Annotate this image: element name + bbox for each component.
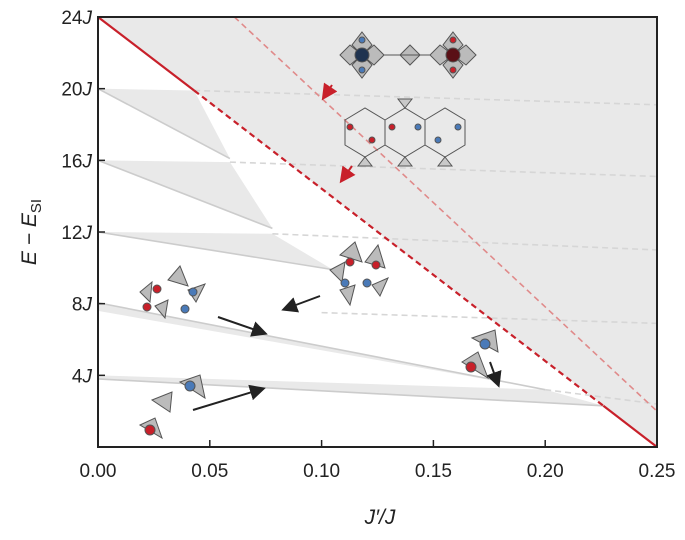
line bbox=[272, 232, 658, 251]
x-tick-label: 0.00 bbox=[80, 461, 117, 482]
y-axis-label-sub: SI bbox=[28, 199, 45, 213]
y-tick-label: 8J bbox=[72, 295, 93, 316]
line bbox=[97, 301, 546, 391]
y-axis-label: E − ESI bbox=[18, 199, 45, 265]
line bbox=[97, 16, 195, 92]
x-tick-label: 0.05 bbox=[191, 461, 228, 482]
line bbox=[193, 89, 605, 407]
y-tick-label: 16J bbox=[61, 151, 92, 172]
y-tick-label: 4J bbox=[72, 366, 93, 387]
y-axis-label-main: E − E bbox=[18, 212, 41, 265]
molecule bbox=[461, 329, 499, 380]
line bbox=[545, 388, 658, 405]
x-tick-label: 0.15 bbox=[415, 461, 452, 482]
line bbox=[194, 89, 658, 106]
molecule bbox=[138, 374, 206, 440]
y-tick-label: 12J bbox=[61, 223, 92, 244]
line bbox=[97, 231, 333, 271]
molecule bbox=[329, 241, 389, 307]
y-tick-label: 20J bbox=[61, 80, 92, 101]
line bbox=[229, 161, 658, 178]
x-axis-label: J′/J bbox=[364, 506, 396, 529]
line bbox=[97, 87, 231, 160]
molecule bbox=[344, 98, 466, 167]
molecule bbox=[339, 31, 477, 79]
line bbox=[602, 404, 658, 448]
molecule bbox=[139, 265, 207, 320]
line bbox=[97, 159, 273, 230]
line bbox=[321, 311, 658, 325]
x-tick-label: 0.20 bbox=[527, 461, 564, 482]
arrows bbox=[192, 82, 502, 411]
plot-area bbox=[97, 16, 658, 448]
shaded-region bbox=[98, 375, 604, 406]
insets bbox=[138, 31, 502, 440]
x-tick-label: 0.10 bbox=[303, 461, 340, 482]
x-tick-label: 0.25 bbox=[639, 461, 676, 482]
line bbox=[233, 16, 658, 412]
y-tick-label: 24J bbox=[61, 8, 92, 29]
